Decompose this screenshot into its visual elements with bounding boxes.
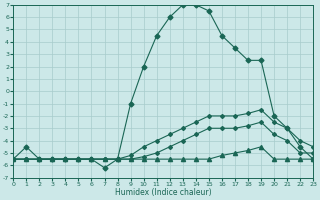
- X-axis label: Humidex (Indice chaleur): Humidex (Indice chaleur): [115, 188, 212, 197]
